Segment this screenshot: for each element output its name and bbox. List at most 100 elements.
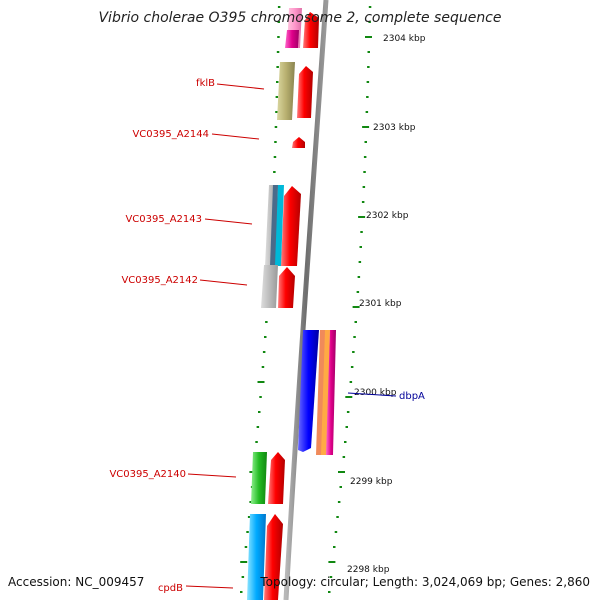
minor-tick bbox=[368, 21, 371, 23]
leader-line bbox=[185, 585, 234, 589]
scale-label: 2299 kbp bbox=[350, 477, 393, 487]
minor-tick bbox=[363, 171, 366, 173]
leader-line bbox=[204, 218, 253, 225]
major-tick bbox=[365, 36, 372, 38]
minor-tick bbox=[241, 576, 245, 578]
minor-tick bbox=[247, 516, 251, 518]
scale-label: 2302 kbp bbox=[366, 211, 409, 221]
map-title: Vibrio cholerae O395 chromosome 2, compl… bbox=[98, 10, 502, 26]
cog-block-olive[interactable] bbox=[277, 62, 295, 120]
minor-tick bbox=[349, 381, 353, 383]
minor-tick bbox=[265, 321, 268, 323]
leader-line bbox=[216, 83, 265, 90]
scale-label: 2300 kbp bbox=[354, 388, 397, 398]
cog-block-magenta[interactable] bbox=[326, 330, 336, 455]
cds-arrow[interactable] bbox=[278, 267, 295, 308]
cds-arrow[interactable] bbox=[264, 514, 283, 600]
minor-tick bbox=[277, 6, 281, 8]
minor-tick bbox=[365, 111, 369, 113]
cog-category-blocks bbox=[247, 8, 302, 600]
scale-label: 2298 kbp bbox=[347, 565, 390, 575]
minor-tick bbox=[240, 591, 243, 593]
scale-label: 2304 kbp bbox=[383, 34, 426, 44]
cds-arrow-reverse[interactable] bbox=[298, 330, 319, 452]
gene-label-vc0395-a2144[interactable]: VC0395_A2144 bbox=[132, 129, 209, 140]
chromosome-backbone bbox=[283, 0, 329, 600]
minor-tick bbox=[361, 201, 365, 203]
cog-block-teal[interactable] bbox=[275, 185, 284, 266]
minor-tick bbox=[359, 246, 362, 248]
gene-label-vc0395-a2143[interactable]: VC0395_A2143 bbox=[125, 214, 202, 225]
minor-tick bbox=[339, 486, 342, 488]
minor-tick bbox=[246, 531, 249, 533]
leader-line bbox=[199, 279, 248, 286]
minor-tick bbox=[364, 141, 367, 143]
cog-block-green[interactable] bbox=[251, 452, 267, 504]
minor-tick bbox=[357, 276, 361, 278]
scale-label: 2301 kbp bbox=[359, 299, 402, 309]
minor-tick bbox=[353, 336, 356, 338]
minor-tick bbox=[256, 426, 260, 428]
minor-tick bbox=[366, 96, 369, 98]
minor-tick bbox=[350, 366, 354, 368]
minor-tick bbox=[264, 336, 267, 338]
leader-line bbox=[347, 392, 397, 397]
gene-label-dbpA[interactable]: dbpA bbox=[399, 391, 425, 402]
major-tick bbox=[338, 471, 345, 473]
gene-label-leaders bbox=[185, 83, 397, 589]
major-tick bbox=[328, 561, 336, 563]
cog-block-magenta[interactable] bbox=[285, 30, 299, 48]
minor-tick bbox=[368, 6, 372, 8]
minor-tick bbox=[337, 501, 341, 503]
gene-label-cpdB[interactable]: cpdB bbox=[158, 583, 183, 594]
minor-tick bbox=[276, 81, 279, 83]
minor-tick bbox=[273, 171, 276, 173]
leader-line bbox=[211, 133, 260, 140]
minor-tick bbox=[262, 351, 266, 353]
minor-tick bbox=[274, 126, 278, 128]
minor-tick bbox=[358, 261, 362, 263]
cog-block-cyan[interactable] bbox=[247, 514, 266, 600]
scale-label: 2303 kbp bbox=[373, 123, 416, 133]
cds-arrow[interactable] bbox=[297, 66, 313, 118]
gene-label-vc0395-a2142[interactable]: VC0395_A2142 bbox=[121, 275, 198, 286]
cds-arrow[interactable] bbox=[303, 12, 319, 48]
gene-label-fklB[interactable]: fklB bbox=[196, 78, 215, 89]
minor-tick bbox=[274, 141, 277, 143]
minor-tick bbox=[336, 516, 339, 518]
minor-tick bbox=[275, 96, 279, 98]
reverse-strand-features bbox=[298, 330, 336, 455]
cds-arrow-group bbox=[264, 12, 319, 600]
cog-block-gray[interactable] bbox=[261, 265, 278, 308]
cds-arrow[interactable] bbox=[281, 186, 301, 266]
minor-tick bbox=[275, 111, 278, 113]
minor-tick bbox=[276, 66, 279, 68]
gene-labels: fklB VC0395_A2144 VC0395_A2143 VC0395_A2… bbox=[109, 78, 425, 594]
major-tick bbox=[345, 396, 353, 398]
accession-text: Accession: NC_009457 bbox=[8, 575, 145, 589]
major-tick bbox=[362, 126, 370, 128]
minor-tick bbox=[255, 441, 258, 443]
right-scale-ring-ticks bbox=[328, 6, 372, 593]
minor-tick bbox=[367, 51, 370, 53]
cds-arrow[interactable] bbox=[268, 452, 285, 504]
minor-tick bbox=[277, 21, 280, 23]
minor-tick bbox=[354, 321, 357, 323]
minor-tick bbox=[333, 546, 336, 548]
minor-tick bbox=[249, 501, 252, 503]
minor-tick bbox=[276, 51, 280, 53]
cds-arrow[interactable] bbox=[292, 137, 305, 148]
minor-tick bbox=[352, 351, 355, 353]
minor-tick bbox=[328, 591, 331, 593]
minor-tick bbox=[259, 396, 262, 398]
minor-tick bbox=[261, 366, 265, 368]
topology-text: Topology: circular; Length: 3,024,069 bp… bbox=[260, 575, 590, 589]
minor-tick bbox=[334, 531, 338, 533]
scale-labels: 2304 kbp 2303 kbp 2302 kbp 2301 kbp 2300… bbox=[347, 34, 426, 575]
major-tick bbox=[257, 381, 265, 383]
gene-label-vc0395-a2140[interactable]: VC0395_A2140 bbox=[109, 469, 186, 480]
minor-tick bbox=[366, 81, 370, 83]
minor-tick bbox=[344, 441, 347, 443]
